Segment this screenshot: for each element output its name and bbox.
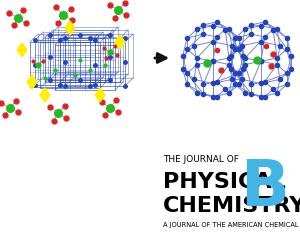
Text: A JOURNAL OF THE AMERICAN CHEMICAL SOCIETY: A JOURNAL OF THE AMERICAN CHEMICAL SOCIE… [163, 222, 300, 228]
Text: PHYSICAL: PHYSICAL [163, 172, 286, 192]
Text: THE JOURNAL OF: THE JOURNAL OF [163, 155, 239, 164]
Polygon shape [27, 75, 37, 89]
Text: B: B [240, 157, 289, 219]
Polygon shape [115, 35, 125, 49]
Polygon shape [17, 43, 27, 57]
Polygon shape [65, 21, 75, 35]
Polygon shape [40, 88, 50, 102]
Text: CHEMISTRY: CHEMISTRY [163, 196, 300, 216]
Polygon shape [95, 88, 105, 102]
